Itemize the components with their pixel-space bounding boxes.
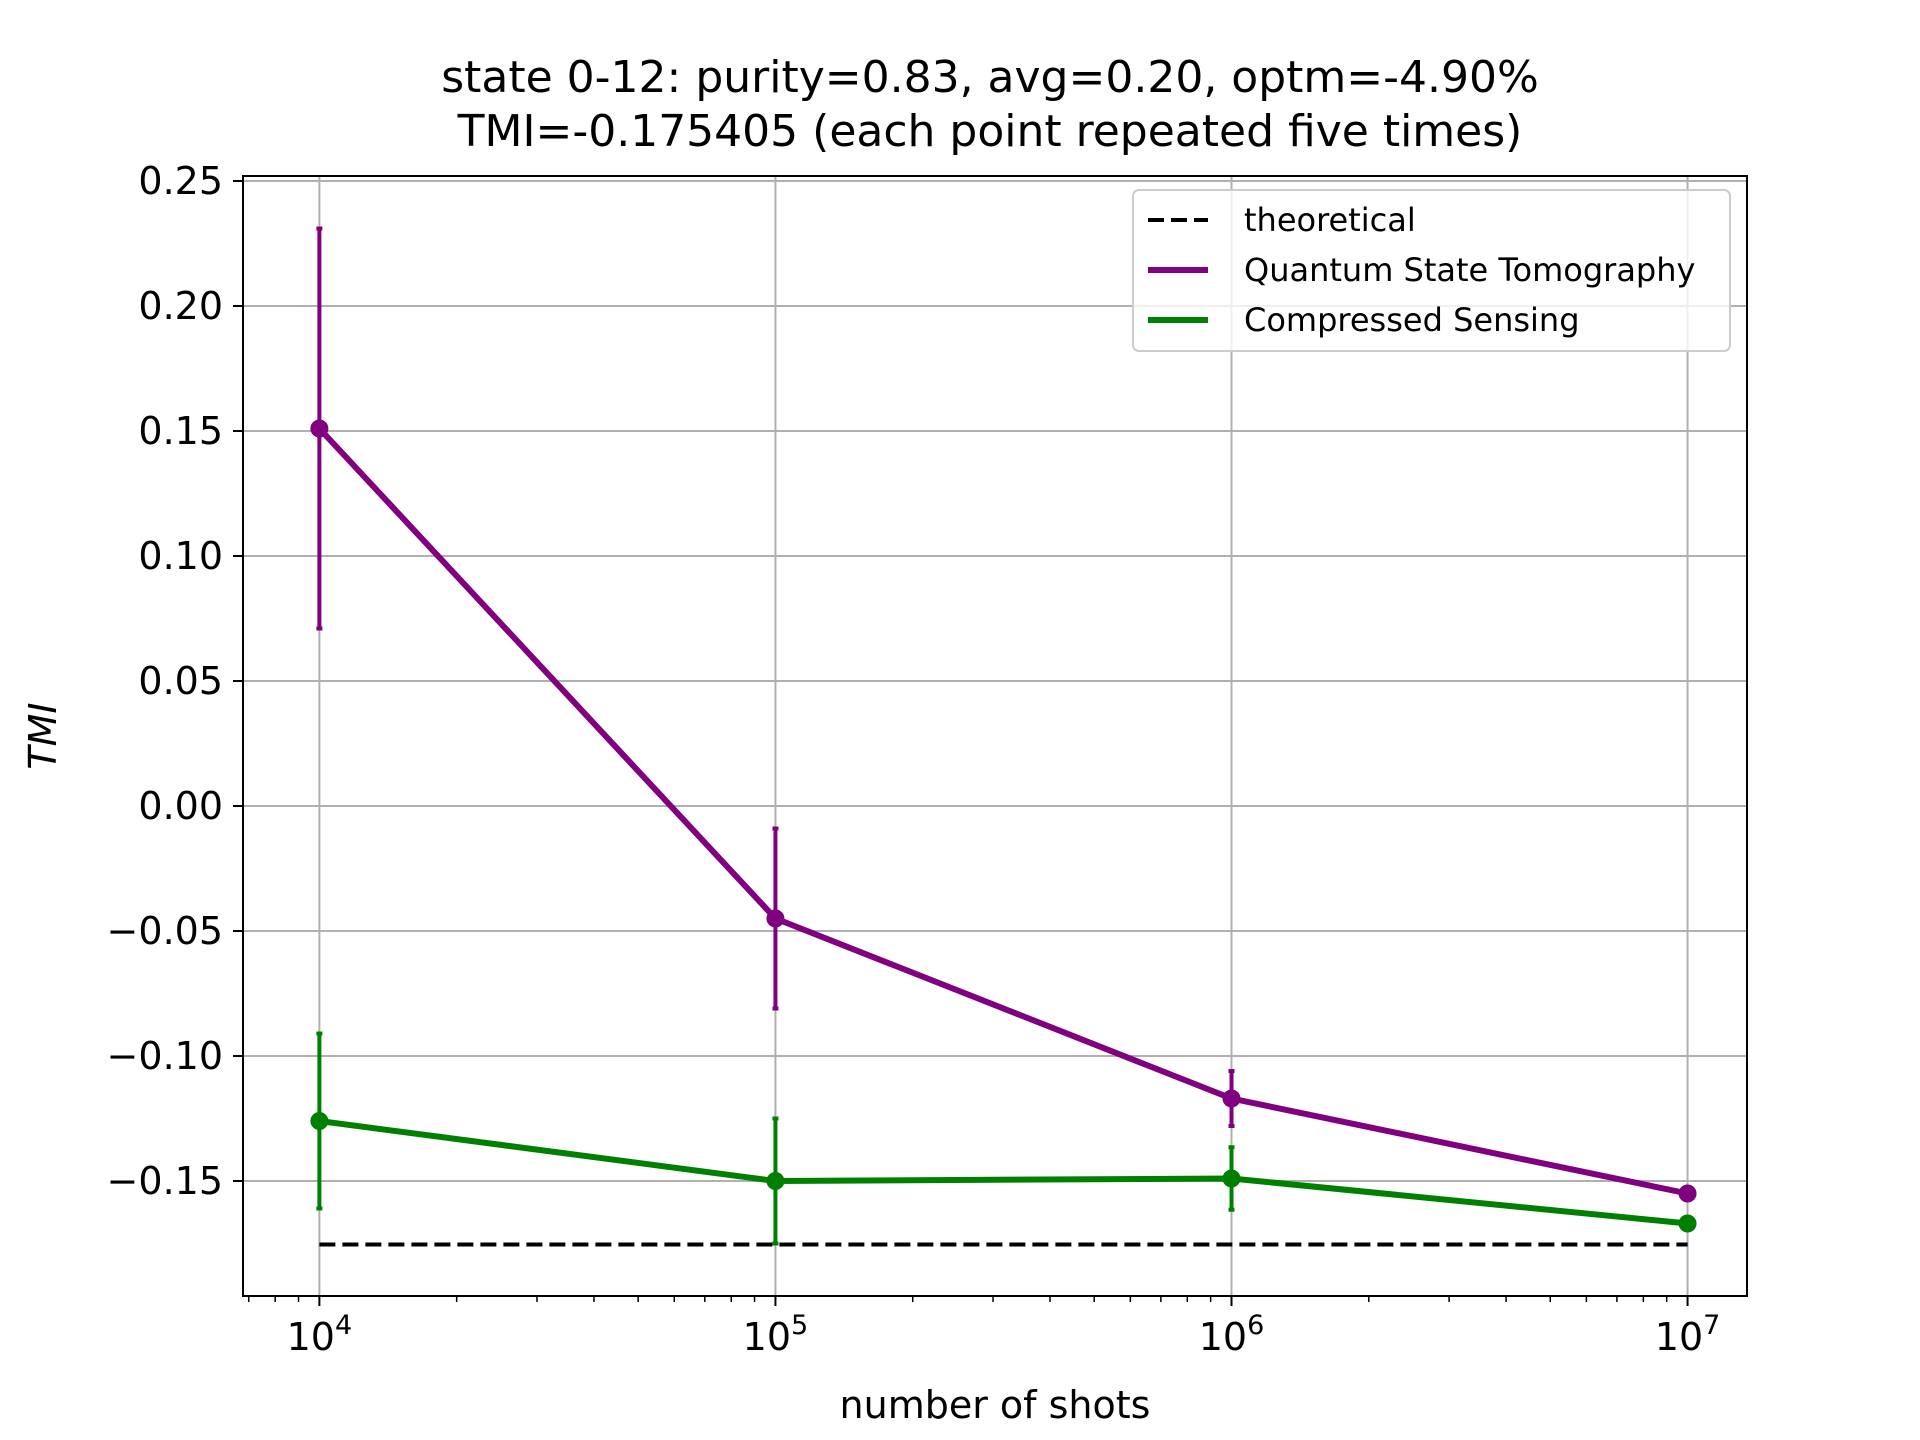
data-point bbox=[1678, 1214, 1697, 1233]
x-tick-base: 10 bbox=[743, 1315, 791, 1359]
chart-title-line-1: state 0-12: purity=0.83, avg=0.20, optm=… bbox=[441, 52, 1539, 103]
data-point bbox=[1222, 1089, 1241, 1108]
y-tick-label: 0.10 bbox=[138, 534, 223, 578]
x-tick-label: 106 bbox=[1199, 1310, 1265, 1359]
x-tick-base: 10 bbox=[287, 1315, 335, 1359]
x-axis-label: number of shots bbox=[840, 1383, 1151, 1427]
data-point bbox=[766, 1172, 785, 1190]
series-line bbox=[317, 426, 1689, 1197]
series-line bbox=[318, 1118, 1688, 1227]
x-tick-label: 105 bbox=[743, 1310, 809, 1359]
y-tick-label: −0.15 bbox=[107, 1159, 223, 1203]
chart-title-line-2: TMI=-0.175405 (each point repeated five … bbox=[457, 106, 1523, 157]
x-tick-base: 10 bbox=[1655, 1315, 1703, 1359]
plot-frame bbox=[242, 175, 1748, 1297]
legend-label: theoretical bbox=[1244, 201, 1416, 239]
legend-label: Compressed Sensing bbox=[1244, 301, 1580, 339]
y-tick-label: −0.10 bbox=[107, 1034, 223, 1078]
data-point bbox=[1678, 1184, 1697, 1203]
x-tick-exponent: 5 bbox=[791, 1310, 808, 1341]
series-quantum-state-tomography bbox=[310, 226, 1697, 1203]
y-tick-label: 0.05 bbox=[138, 659, 223, 703]
axes-ticks: 104 105 106 1070.250.200.150.100.050.00−0.0… bbox=[107, 159, 1721, 1359]
y-axis-label: TMI bbox=[21, 702, 65, 769]
x-tick-exponent: 4 bbox=[335, 1310, 352, 1341]
legend-box bbox=[1132, 189, 1731, 352]
x-tick-exponent: 7 bbox=[1703, 1310, 1720, 1341]
data-point bbox=[310, 419, 329, 438]
x-tick-base: 10 bbox=[1199, 1315, 1247, 1359]
x-tick-label: 107 bbox=[1655, 1310, 1721, 1359]
x-tick-exponent: 6 bbox=[1247, 1310, 1264, 1341]
data-point bbox=[310, 1112, 329, 1130]
grid bbox=[243, 176, 1747, 1296]
x-tick-label: 104 bbox=[287, 1310, 353, 1359]
data-point bbox=[766, 909, 785, 928]
y-tick-label: 0.20 bbox=[138, 284, 223, 328]
data-point bbox=[1222, 1169, 1241, 1188]
y-tick-label: −0.05 bbox=[107, 909, 223, 953]
legend-label: Quantum State Tomography bbox=[1244, 251, 1695, 289]
series-layer bbox=[310, 226, 1697, 1247]
series-compressed-sensing bbox=[310, 1031, 1697, 1246]
legend: theoretical Quantum State Tomography Compr… bbox=[1132, 189, 1731, 352]
y-tick-label: 0.15 bbox=[138, 409, 223, 453]
y-tick-label: 0.25 bbox=[138, 159, 223, 203]
y-tick-label: 0.00 bbox=[138, 784, 223, 828]
